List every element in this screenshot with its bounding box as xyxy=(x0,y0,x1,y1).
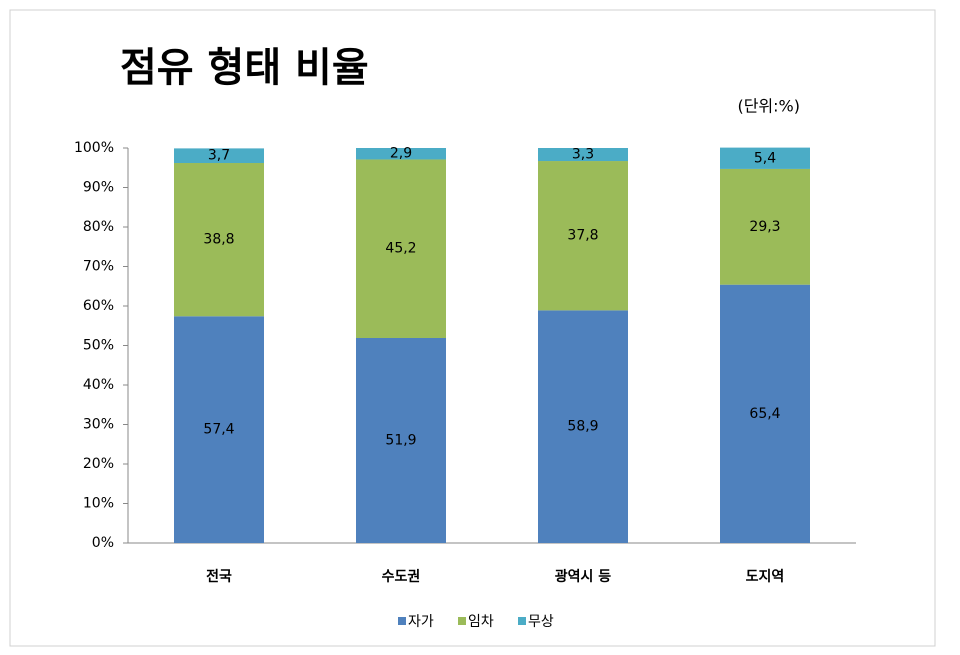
legend-label: 무상 xyxy=(528,614,554,630)
data-label: 57,4 xyxy=(203,422,234,438)
bar-segment xyxy=(174,163,264,317)
y-tick-label: 90% xyxy=(83,180,114,196)
x-tick-label: 전국 xyxy=(206,568,232,585)
bar-segment xyxy=(538,161,628,311)
x-tick-label: 수도권 xyxy=(382,569,421,585)
chart-title: 점유 형태 비율 xyxy=(120,45,369,91)
data-label: 37,8 xyxy=(567,228,598,244)
y-tick-label: 50% xyxy=(83,338,114,354)
y-tick-label: 0% xyxy=(92,535,114,551)
bar-segment xyxy=(174,148,264,164)
y-tick-label: 60% xyxy=(83,298,114,314)
legend-swatch xyxy=(398,617,406,625)
frame xyxy=(9,9,936,647)
data-label: 3,3 xyxy=(572,147,594,163)
data-label: 45,2 xyxy=(385,241,416,257)
data-label: 65,4 xyxy=(749,406,780,422)
y-tick-label: 30% xyxy=(83,417,114,433)
bar-segment xyxy=(356,337,446,543)
bar-segment xyxy=(720,147,810,169)
x-tick-label: 도지역 xyxy=(746,568,785,585)
data-label: 3,7 xyxy=(208,148,230,164)
data-label: 58,9 xyxy=(567,419,598,435)
y-tick-label: 20% xyxy=(83,456,114,472)
data-label: 5,4 xyxy=(754,150,776,166)
data-label: 2,9 xyxy=(390,146,412,162)
y-tick-label: 40% xyxy=(83,377,114,393)
bar-segment xyxy=(720,284,810,543)
data-label: 38,8 xyxy=(203,232,234,248)
y-tick-label: 100% xyxy=(74,140,114,156)
data-label: 29,3 xyxy=(749,219,780,235)
y-tick-label: 10% xyxy=(83,496,114,512)
y-tick-label: 70% xyxy=(83,259,114,275)
x-tick-label: 광역시 등 xyxy=(555,568,612,585)
bar-segment xyxy=(174,316,264,543)
y-tick-label: 80% xyxy=(83,219,114,235)
data-label: 51,9 xyxy=(385,432,416,448)
bar-segment xyxy=(720,168,810,285)
legend-swatch xyxy=(458,617,466,625)
bar-segment xyxy=(538,148,628,162)
bar-segment xyxy=(538,310,628,543)
unit-note: (단위:%) xyxy=(737,97,800,116)
legend-swatch xyxy=(518,617,526,625)
bar-segment xyxy=(356,159,446,338)
legend-label: 자가 xyxy=(408,614,434,630)
legend-label: 임차 xyxy=(468,614,494,630)
bar-segment xyxy=(356,148,446,160)
